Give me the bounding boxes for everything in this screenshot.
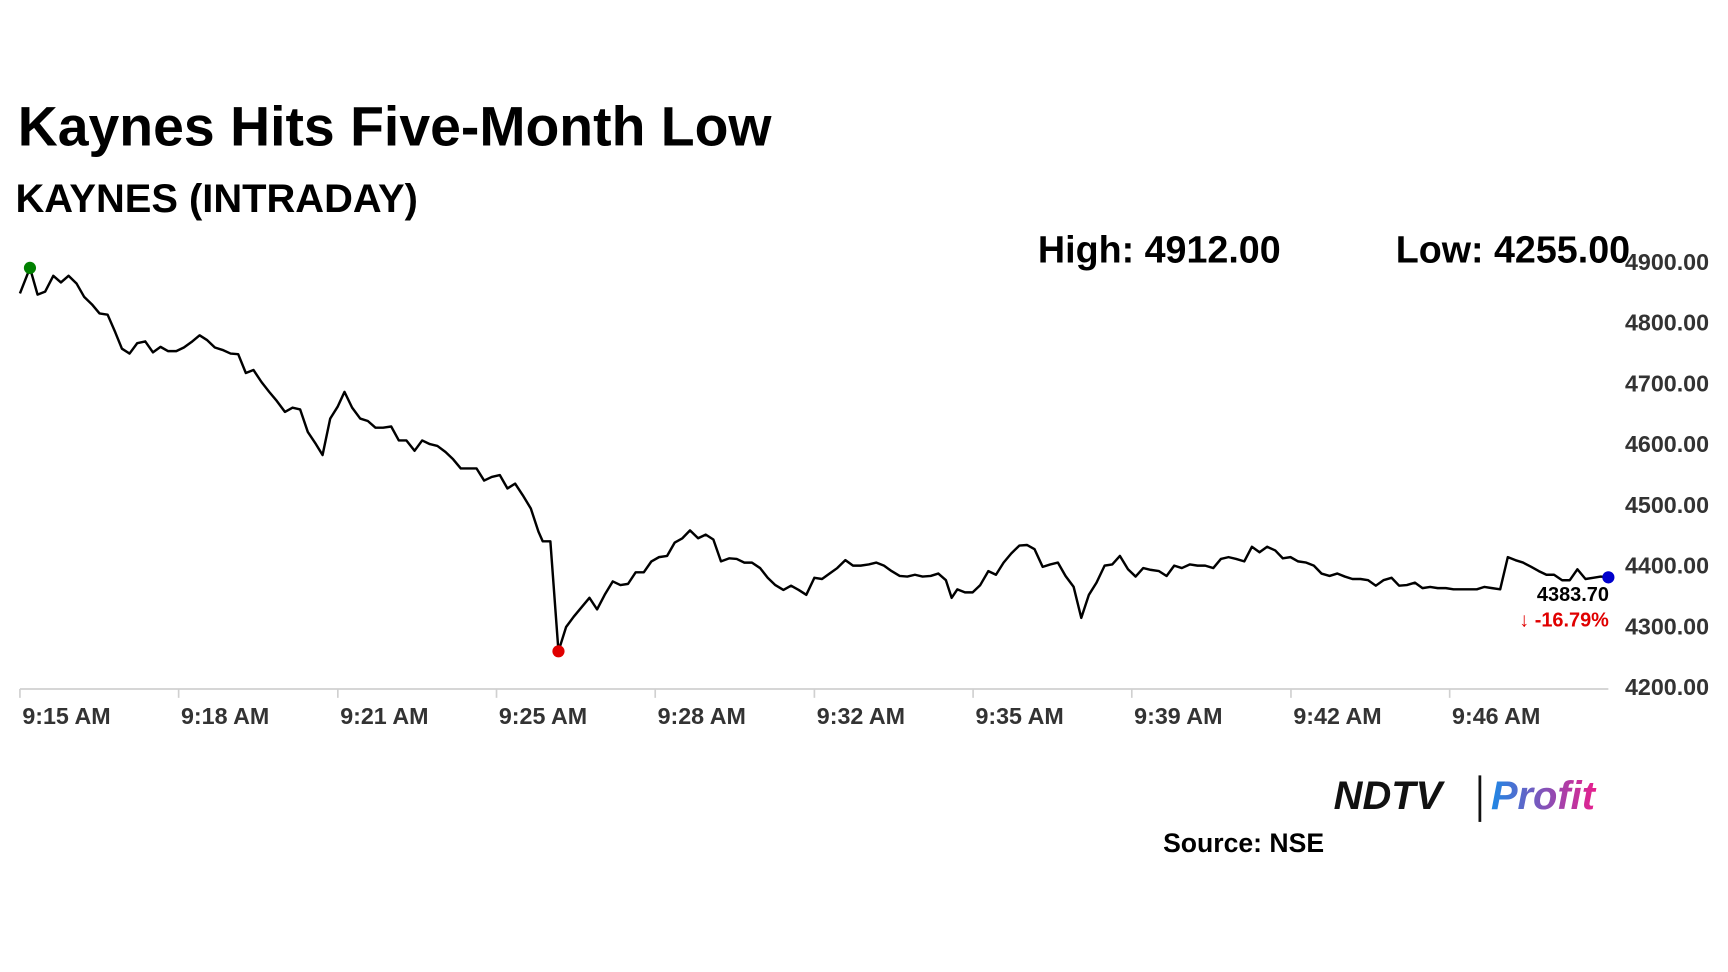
price-line xyxy=(18,266,1609,653)
x-tick-label: 9:25 AM xyxy=(499,703,587,729)
x-tick-label: 9:39 AM xyxy=(1134,703,1222,729)
high-marker xyxy=(23,261,37,274)
brand-ndtv: NDTV xyxy=(1334,774,1446,818)
y-tick-label: 4700.00 xyxy=(1625,370,1709,396)
last-marker xyxy=(1602,571,1615,584)
y-tick-label: 4300.00 xyxy=(1625,613,1709,639)
source: Source: NSE xyxy=(1163,828,1324,858)
change-label: ↓ -16.79% xyxy=(1519,610,1609,632)
x-tick-label: 9:46 AM xyxy=(1452,703,1540,729)
x-tick-label: 9:42 AM xyxy=(1293,703,1381,729)
chart-subtitle: KAYNES (INTRADAY) xyxy=(16,177,418,221)
low-marker xyxy=(552,645,565,658)
brand-profit: Profit xyxy=(1491,774,1597,818)
y-tick-label: 4500.00 xyxy=(1625,492,1709,518)
x-tick-label: 9:28 AM xyxy=(658,703,746,729)
x-tick-label: 9:15 AM xyxy=(22,703,110,729)
y-tick-label: 4400.00 xyxy=(1625,553,1709,579)
x-tick-label: 9:35 AM xyxy=(975,703,1063,729)
x-tick-label: 9:18 AM xyxy=(181,703,269,729)
last-price-label: 4383.70 xyxy=(1537,584,1609,606)
low-label: Low: 4255.00 xyxy=(1396,229,1630,271)
high-label: High: 4912.00 xyxy=(1038,229,1281,271)
y-tick-label: 4900.00 xyxy=(1625,249,1709,275)
x-tick-label: 9:21 AM xyxy=(340,703,428,729)
y-tick-label: 4800.00 xyxy=(1625,310,1709,336)
chart-title: Kaynes Hits Five-Month Low xyxy=(18,95,773,157)
x-tick-label: 9:32 AM xyxy=(817,703,905,729)
y-tick-label: 4200.00 xyxy=(1625,674,1709,700)
y-tick-label: 4600.00 xyxy=(1625,431,1709,457)
